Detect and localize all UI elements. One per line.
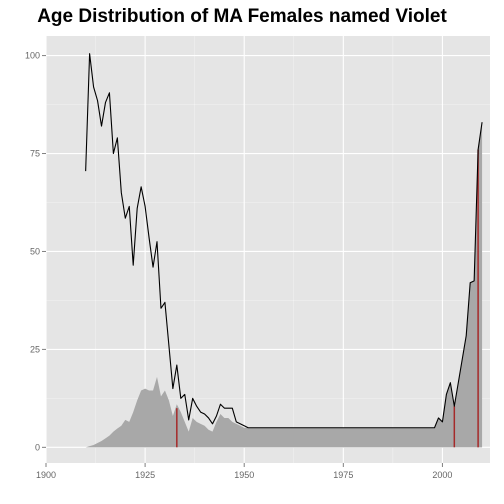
chart-title: Age Distribution of MA Females named Vio… — [37, 6, 447, 27]
x-tick-label: 2000 — [432, 470, 452, 480]
line-series — [85, 53, 483, 429]
plot-panel — [46, 36, 490, 463]
x-axis-ticks: 1900 1925 1950 1975 2000 — [36, 463, 452, 480]
y-tick-label: 75 — [30, 149, 40, 159]
y-axis-ticks: 0 25 50 75 100 — [25, 51, 46, 452]
x-tick-label: 1975 — [333, 470, 353, 480]
marker-lines — [176, 149, 479, 448]
x-tick-label: 1900 — [36, 470, 56, 480]
y-tick-label: 100 — [25, 51, 40, 61]
y-tick-label: 0 — [35, 442, 40, 452]
y-tick-label: 50 — [30, 246, 40, 256]
x-tick-label: 1925 — [135, 470, 155, 480]
grid-minor — [46, 36, 490, 463]
x-tick-label: 1950 — [234, 470, 254, 480]
y-tick-label: 25 — [30, 344, 40, 354]
